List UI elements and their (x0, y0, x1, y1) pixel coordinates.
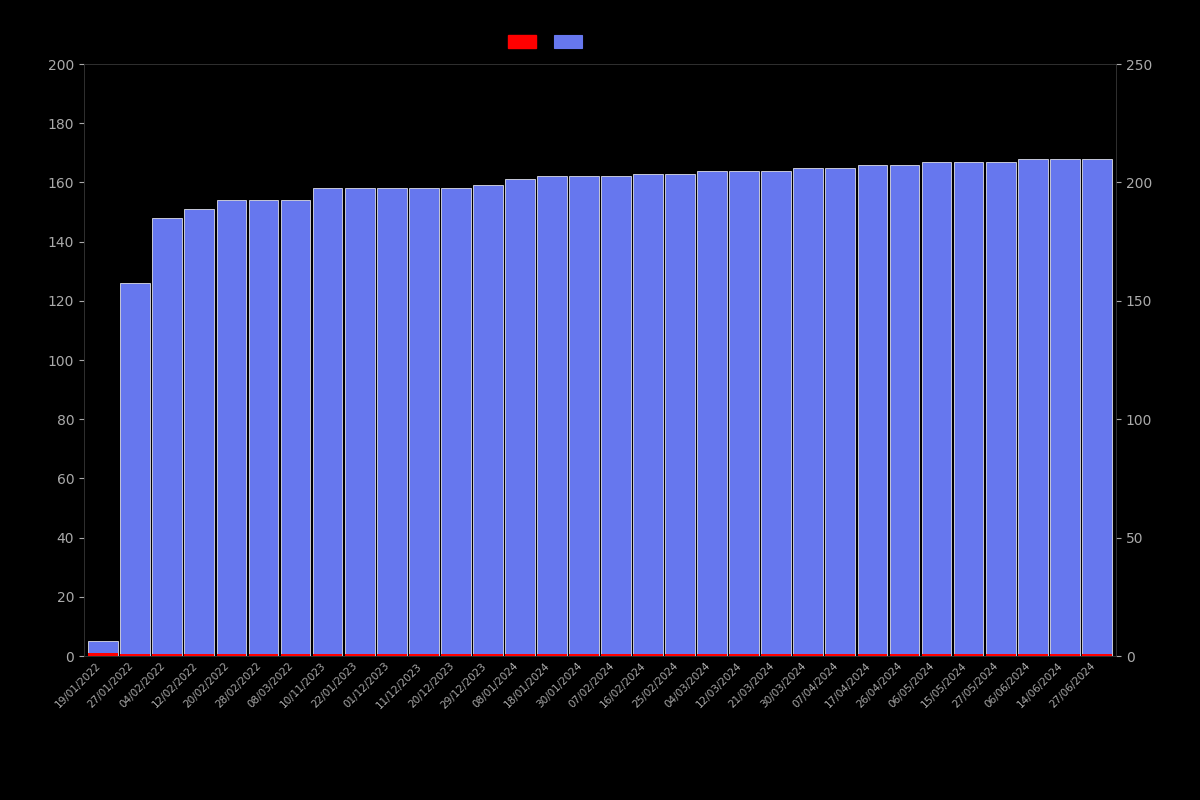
Bar (248, 654, 278, 656)
Bar (281, 654, 311, 656)
Bar (313, 654, 342, 656)
Bar (538, 177, 566, 656)
Bar (954, 654, 984, 656)
Bar (505, 654, 535, 656)
Bar (858, 165, 887, 656)
Bar (665, 654, 695, 656)
Bar (665, 174, 695, 656)
Bar (985, 654, 1015, 656)
Bar (152, 218, 182, 656)
Bar (248, 200, 278, 656)
Bar (152, 654, 182, 656)
Bar (761, 654, 791, 656)
Bar (569, 177, 599, 656)
Bar (826, 168, 856, 656)
Bar (1050, 654, 1080, 656)
Bar (922, 162, 952, 656)
Bar (344, 654, 374, 656)
Bar (1050, 158, 1080, 656)
Bar (634, 174, 662, 656)
Bar (281, 200, 311, 656)
Bar (601, 177, 631, 656)
Bar (1018, 158, 1048, 656)
Bar (697, 170, 727, 656)
Bar (313, 188, 342, 656)
Bar (793, 168, 823, 656)
Bar (473, 186, 503, 656)
Bar (505, 179, 535, 656)
Bar (889, 654, 919, 656)
Bar (473, 654, 503, 656)
Bar (120, 283, 150, 656)
Bar (697, 654, 727, 656)
Bar (409, 188, 439, 656)
Bar (601, 654, 631, 656)
Legend: , : , (503, 30, 594, 54)
Bar (858, 654, 887, 656)
Bar (730, 170, 760, 656)
Bar (826, 654, 856, 656)
Bar (1082, 158, 1111, 656)
Bar (89, 653, 118, 656)
Bar (1018, 654, 1048, 656)
Bar (409, 654, 439, 656)
Bar (89, 641, 118, 656)
Bar (985, 162, 1015, 656)
Bar (216, 654, 246, 656)
Bar (216, 200, 246, 656)
Bar (1082, 654, 1111, 656)
Bar (569, 654, 599, 656)
Bar (730, 654, 760, 656)
Bar (793, 654, 823, 656)
Bar (185, 654, 215, 656)
Bar (185, 209, 215, 656)
Bar (922, 654, 952, 656)
Bar (889, 165, 919, 656)
Bar (634, 654, 662, 656)
Bar (538, 654, 566, 656)
Bar (120, 654, 150, 656)
Bar (440, 188, 470, 656)
Bar (761, 170, 791, 656)
Bar (954, 162, 984, 656)
Bar (377, 654, 407, 656)
Bar (440, 654, 470, 656)
Bar (377, 188, 407, 656)
Bar (344, 188, 374, 656)
